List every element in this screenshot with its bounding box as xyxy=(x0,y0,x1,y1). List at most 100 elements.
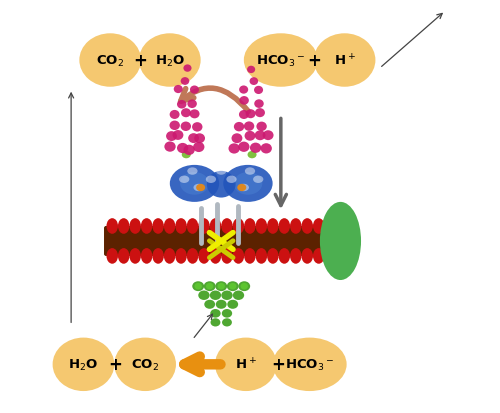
Ellipse shape xyxy=(188,100,197,109)
Ellipse shape xyxy=(221,218,232,234)
Ellipse shape xyxy=(207,171,236,198)
Ellipse shape xyxy=(324,249,336,264)
Ellipse shape xyxy=(198,249,210,264)
Ellipse shape xyxy=(313,218,324,234)
Text: +: + xyxy=(108,356,122,373)
Ellipse shape xyxy=(320,202,361,280)
Ellipse shape xyxy=(238,184,249,192)
Text: +: + xyxy=(134,52,147,70)
Ellipse shape xyxy=(184,145,195,156)
Ellipse shape xyxy=(229,283,236,290)
Ellipse shape xyxy=(194,283,202,290)
Ellipse shape xyxy=(130,249,141,264)
Ellipse shape xyxy=(234,173,262,195)
Ellipse shape xyxy=(180,122,191,132)
Ellipse shape xyxy=(239,86,248,95)
FancyBboxPatch shape xyxy=(104,226,338,256)
Ellipse shape xyxy=(210,249,221,264)
Ellipse shape xyxy=(247,66,255,74)
Ellipse shape xyxy=(256,122,267,132)
Ellipse shape xyxy=(170,111,179,120)
Ellipse shape xyxy=(239,111,249,120)
Ellipse shape xyxy=(232,134,242,144)
Ellipse shape xyxy=(248,152,256,159)
Ellipse shape xyxy=(324,218,336,234)
Ellipse shape xyxy=(174,85,183,94)
Text: +: + xyxy=(271,356,285,373)
Ellipse shape xyxy=(278,218,290,234)
Ellipse shape xyxy=(210,218,221,234)
Text: HCO$_3$$^-$: HCO$_3$$^-$ xyxy=(285,357,334,372)
Ellipse shape xyxy=(152,218,164,234)
Ellipse shape xyxy=(253,176,264,183)
Ellipse shape xyxy=(245,168,255,176)
Ellipse shape xyxy=(216,300,226,309)
Ellipse shape xyxy=(177,101,186,109)
Ellipse shape xyxy=(262,131,274,141)
Ellipse shape xyxy=(226,176,236,183)
Ellipse shape xyxy=(198,218,210,234)
Ellipse shape xyxy=(232,218,244,234)
Ellipse shape xyxy=(228,300,238,309)
Ellipse shape xyxy=(204,282,216,292)
Ellipse shape xyxy=(238,184,246,192)
Ellipse shape xyxy=(206,176,216,183)
Ellipse shape xyxy=(52,338,114,391)
Ellipse shape xyxy=(215,338,276,391)
Text: H$_2$O: H$_2$O xyxy=(155,53,185,69)
Ellipse shape xyxy=(198,291,209,300)
Ellipse shape xyxy=(182,152,191,159)
Ellipse shape xyxy=(244,249,256,264)
Ellipse shape xyxy=(184,65,192,73)
Ellipse shape xyxy=(254,87,263,95)
Ellipse shape xyxy=(244,122,254,131)
Ellipse shape xyxy=(190,86,199,95)
Ellipse shape xyxy=(228,144,240,154)
Ellipse shape xyxy=(176,218,187,234)
Ellipse shape xyxy=(106,249,118,264)
Ellipse shape xyxy=(170,166,219,202)
Ellipse shape xyxy=(314,34,376,88)
Ellipse shape xyxy=(118,218,130,234)
Ellipse shape xyxy=(179,176,190,183)
Ellipse shape xyxy=(222,309,232,318)
Ellipse shape xyxy=(222,318,232,327)
Ellipse shape xyxy=(302,249,313,264)
Ellipse shape xyxy=(206,283,214,290)
Ellipse shape xyxy=(130,218,141,234)
Ellipse shape xyxy=(232,249,244,264)
Ellipse shape xyxy=(164,142,175,152)
Ellipse shape xyxy=(177,144,188,154)
Ellipse shape xyxy=(106,218,118,234)
Ellipse shape xyxy=(290,249,302,264)
Ellipse shape xyxy=(278,249,290,264)
Ellipse shape xyxy=(227,282,238,292)
Ellipse shape xyxy=(233,291,244,300)
Ellipse shape xyxy=(222,291,232,300)
Ellipse shape xyxy=(181,109,191,118)
Ellipse shape xyxy=(188,168,198,176)
Ellipse shape xyxy=(190,110,200,119)
Ellipse shape xyxy=(164,218,175,234)
Ellipse shape xyxy=(254,131,266,141)
Ellipse shape xyxy=(118,249,130,264)
Ellipse shape xyxy=(141,249,152,264)
Text: CO$_2$: CO$_2$ xyxy=(131,357,159,372)
Ellipse shape xyxy=(246,110,256,119)
Ellipse shape xyxy=(180,173,209,195)
Ellipse shape xyxy=(210,309,220,318)
Ellipse shape xyxy=(238,282,250,292)
Ellipse shape xyxy=(238,142,250,152)
Ellipse shape xyxy=(244,131,256,141)
Ellipse shape xyxy=(194,134,205,144)
Ellipse shape xyxy=(244,34,318,88)
Text: H$^+$: H$^+$ xyxy=(334,53,355,69)
FancyArrowPatch shape xyxy=(180,89,248,112)
Ellipse shape xyxy=(240,97,249,105)
Ellipse shape xyxy=(216,282,227,292)
Ellipse shape xyxy=(192,123,202,132)
Ellipse shape xyxy=(260,144,272,154)
Ellipse shape xyxy=(267,249,278,264)
Ellipse shape xyxy=(240,283,248,290)
Ellipse shape xyxy=(224,166,272,202)
